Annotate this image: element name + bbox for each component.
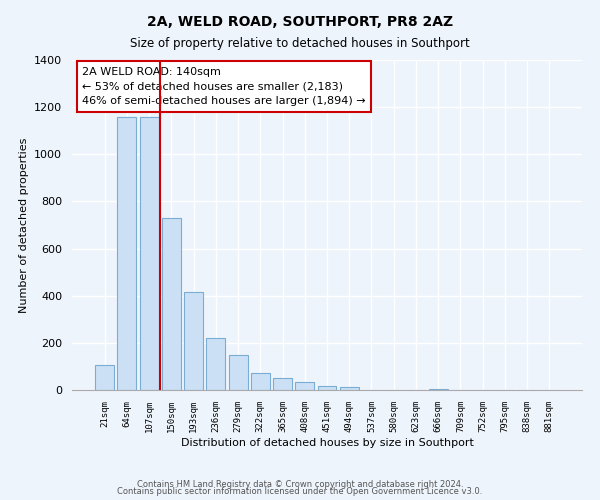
Bar [95,365,114,390]
X-axis label: Distribution of detached houses by size in Southport: Distribution of detached houses by size … [181,438,473,448]
Bar [251,373,270,390]
Bar [429,389,448,390]
Bar [118,116,136,390]
Text: 2A, WELD ROAD, SOUTHPORT, PR8 2AZ: 2A, WELD ROAD, SOUTHPORT, PR8 2AZ [147,15,453,29]
Bar [229,355,248,390]
Text: Contains public sector information licensed under the Open Government Licence v3: Contains public sector information licen… [118,487,482,496]
Bar [140,116,158,390]
Bar [273,378,292,390]
Bar [184,292,203,390]
Y-axis label: Number of detached properties: Number of detached properties [19,138,29,312]
Bar [162,218,181,390]
Bar [206,338,225,390]
Bar [317,386,337,390]
Bar [340,386,359,390]
Bar [295,382,314,390]
Text: Size of property relative to detached houses in Southport: Size of property relative to detached ho… [130,38,470,51]
Text: 2A WELD ROAD: 140sqm
← 53% of detached houses are smaller (2,183)
46% of semi-de: 2A WELD ROAD: 140sqm ← 53% of detached h… [82,66,366,106]
Text: Contains HM Land Registry data © Crown copyright and database right 2024.: Contains HM Land Registry data © Crown c… [137,480,463,489]
